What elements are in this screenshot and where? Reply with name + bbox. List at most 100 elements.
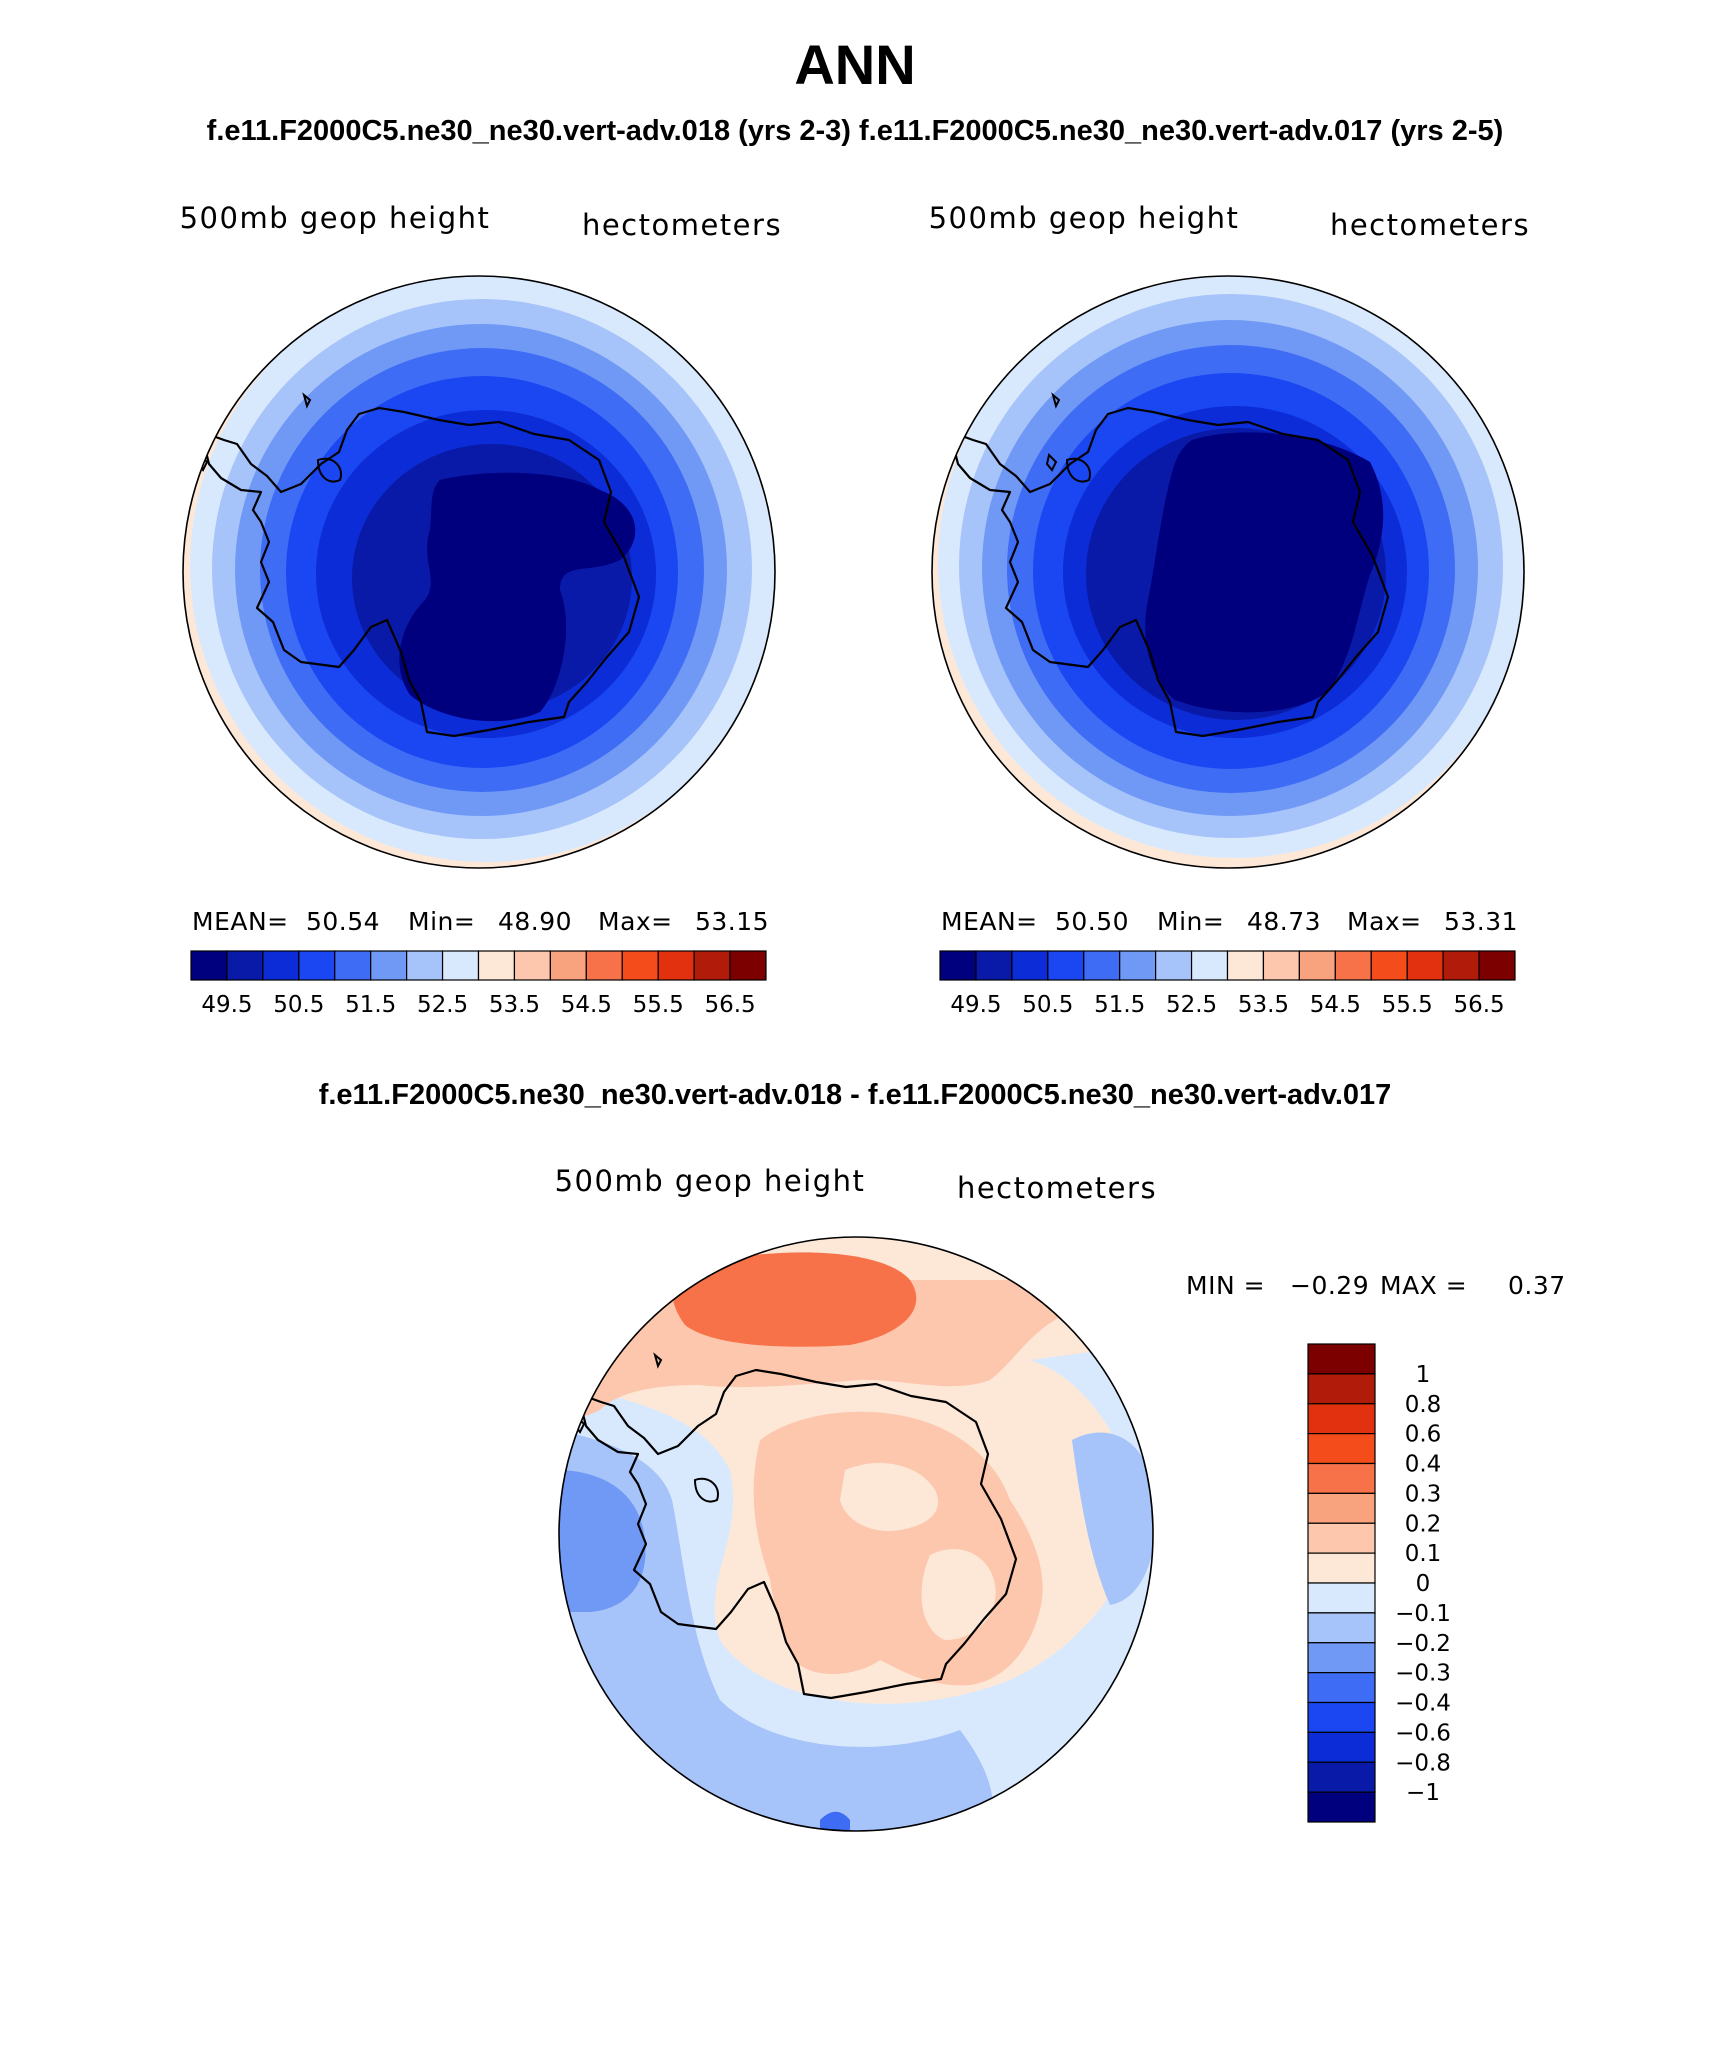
- variable-label: 500mb geop height: [180, 201, 491, 235]
- colorbar-tick-label: −0.8: [1395, 1750, 1451, 1776]
- diff-min-label: MIN =: [1186, 1271, 1265, 1300]
- colorbar-swatch: [1307, 1552, 1376, 1584]
- colorbar-swatch: [1307, 1462, 1376, 1494]
- panel-difference: 500mb geop height hectometers MIN = −0.2…: [555, 1164, 1566, 1832]
- colorbar-swatch: [1011, 950, 1049, 981]
- colorbar-swatch: [1307, 1433, 1376, 1465]
- colorbar-swatch: [477, 950, 516, 981]
- colorbar-swatch: [1307, 1403, 1376, 1435]
- colorbar-tick-label: 56.5: [1453, 992, 1504, 1018]
- map-boundary: [931, 275, 1525, 869]
- colorbar-tick-label: 56.5: [704, 992, 755, 1018]
- colorbar-tick-label: 1: [1416, 1362, 1431, 1388]
- colorbar-swatch: [1478, 950, 1516, 981]
- colorbar-swatch: [262, 950, 300, 981]
- colorbar-swatch: [1370, 950, 1408, 981]
- colorbar-swatch: [621, 950, 659, 981]
- colorbar-tick-label: −0.6: [1395, 1720, 1451, 1746]
- max-value: 53.31: [1444, 907, 1518, 936]
- colorbar-swatch: [513, 950, 551, 981]
- min-label: Min=: [1157, 907, 1224, 936]
- colorbar-swatch: [298, 950, 336, 981]
- colorbar-difference: 1 0.8 0.6 0.4 0.3 0.2 0.1 0 −0.1 −0.2 −0.3 −0.4 −0.6…: [1307, 1343, 1451, 1823]
- colorbar-swatch: [370, 950, 408, 981]
- mean-label: MEAN=: [941, 907, 1038, 936]
- colorbar-tick-label: 0.3: [1405, 1481, 1442, 1507]
- units-label: hectometers: [1330, 208, 1530, 242]
- difference-title: f.e11.F2000C5.ne30_ne30.vert-adv.018 - f…: [319, 1079, 1392, 1111]
- colorbar-swatch: [1307, 1701, 1376, 1733]
- variable-label: 500mb geop height: [929, 201, 1240, 235]
- colorbar-swatch: [1442, 950, 1480, 981]
- colorbar-swatch: [441, 950, 480, 981]
- colorbar-tick-label: 0.8: [1405, 1392, 1442, 1418]
- colorbar-swatch: [1155, 950, 1193, 981]
- polar-map-case-017: [932, 276, 1524, 868]
- figure-subtitle: f.e11.F2000C5.ne30_ne30.vert-adv.018 (yr…: [207, 115, 1504, 147]
- map-boundary: [182, 275, 776, 869]
- colorbar-tick-label: 52.5: [417, 992, 468, 1018]
- colorbar-swatch: [657, 950, 695, 981]
- colorbar-swatch: [975, 950, 1013, 981]
- colorbar-swatch: [1307, 1642, 1376, 1674]
- colorbar-swatch: [1307, 1791, 1376, 1823]
- colorbar-tick-label: −1: [1406, 1780, 1440, 1806]
- panel-case-018: 500mb geop height hectometers MEAN= 50.5…: [180, 201, 781, 1018]
- min-value: 48.90: [498, 907, 572, 936]
- colorbar-tick-label: 53.5: [1238, 992, 1289, 1018]
- colorbar-tick-label: −0.2: [1395, 1631, 1451, 1657]
- diff-max-value: 0.37: [1508, 1271, 1566, 1300]
- colorbar-swatch: [1307, 1373, 1376, 1405]
- mean-label: MEAN=: [192, 907, 289, 936]
- colorbar-swatch: [729, 950, 767, 981]
- figure-title: ANN: [794, 33, 915, 96]
- colorbar-tick-label: 54.5: [561, 992, 612, 1018]
- colorbar-swatch: [1406, 950, 1444, 981]
- colorbar-tick-label: 52.5: [1166, 992, 1217, 1018]
- colorbar-swatch: [1226, 950, 1265, 981]
- colorbar-case-018: 49.5 50.5 51.5 52.5 53.5 54.5 55.5 56.5: [190, 950, 767, 1018]
- colorbar-swatch: [1262, 950, 1300, 981]
- colorbar-swatch: [1307, 1731, 1376, 1763]
- colorbar-swatch: [1307, 1343, 1376, 1375]
- max-label: Max=: [598, 907, 673, 936]
- colorbar-tick-label: 51.5: [1094, 992, 1145, 1018]
- colorbar-swatch: [1307, 1672, 1376, 1704]
- max-label: Max=: [1347, 907, 1422, 936]
- colorbar-swatch: [190, 950, 228, 981]
- colorbar-tick-label: 54.5: [1310, 992, 1361, 1018]
- colorbar-swatch: [1307, 1522, 1376, 1554]
- colorbar-case-017: 49.5 50.5 51.5 52.5 53.5 54.5 55.5 56.5: [939, 950, 1516, 1018]
- map-boundary: [558, 1236, 1154, 1832]
- colorbar-tick-label: 55.5: [633, 992, 684, 1018]
- colorbar-swatch: [939, 950, 977, 981]
- mean-value: 50.50: [1055, 907, 1129, 936]
- colorbar-tick-label: −0.3: [1395, 1661, 1451, 1687]
- colorbar-tick-label: 50.5: [273, 992, 324, 1018]
- colorbar-swatch: [334, 950, 372, 981]
- colorbar-swatch: [1083, 950, 1121, 981]
- colorbar-swatch: [1307, 1761, 1376, 1793]
- colorbar-swatch: [1307, 1582, 1376, 1614]
- colorbar-tick-label: 50.5: [1022, 992, 1073, 1018]
- colorbar-swatch: [406, 950, 444, 981]
- colorbar-swatch: [1047, 950, 1085, 981]
- colorbar-tick-label: −0.4: [1395, 1691, 1451, 1717]
- colorbar-tick-label: 49.5: [950, 992, 1001, 1018]
- polar-map-case-018: [183, 276, 775, 868]
- colorbar-tick-label: 0.2: [1405, 1511, 1442, 1537]
- colorbar-swatch: [1334, 950, 1372, 981]
- colorbar-tick-label: 49.5: [201, 992, 252, 1018]
- colorbar-swatch: [226, 950, 264, 981]
- colorbar-swatch: [1307, 1492, 1376, 1524]
- colorbar-tick-label: 55.5: [1382, 992, 1433, 1018]
- colorbar-tick-label: 0: [1416, 1571, 1431, 1597]
- panel-case-017: 500mb geop height hectometers MEAN= 50.5…: [929, 201, 1530, 1018]
- colorbar-swatch: [585, 950, 623, 981]
- diff-max-label: MAX =: [1380, 1271, 1467, 1300]
- colorbar-swatch: [1307, 1612, 1376, 1644]
- colorbar-tick-label: 51.5: [345, 992, 396, 1018]
- units-label: hectometers: [957, 1171, 1157, 1205]
- colorbar-swatch: [1298, 950, 1336, 981]
